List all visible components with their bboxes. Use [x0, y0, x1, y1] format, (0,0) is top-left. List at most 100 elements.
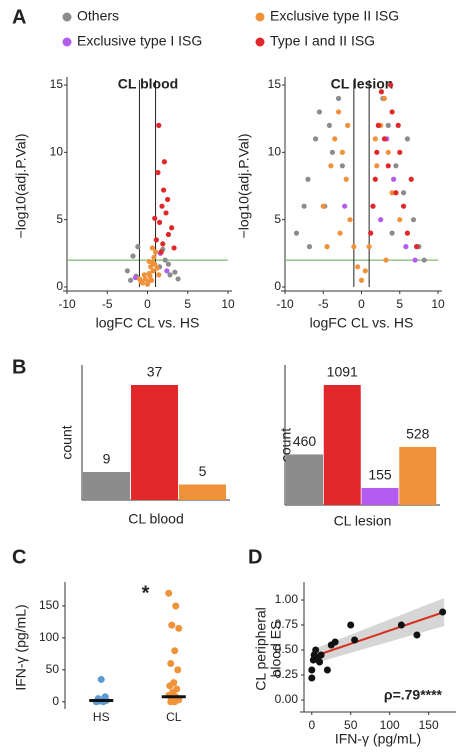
point — [400, 203, 407, 209]
point — [151, 254, 157, 260]
point — [150, 268, 156, 274]
point — [293, 230, 300, 236]
x-tick-label: 150 — [419, 718, 439, 732]
bar-value-label: 460 — [293, 433, 317, 449]
y-tick-label: 10 — [50, 145, 64, 159]
bar — [323, 385, 361, 505]
x-axis-label: logFC CL vs. HS — [310, 315, 414, 331]
point — [172, 269, 178, 275]
point — [317, 651, 325, 659]
y-axis-label: CL peripheral — [253, 607, 269, 691]
point — [171, 245, 177, 251]
x-tick-label: HS — [93, 710, 110, 724]
point — [342, 203, 348, 209]
y-tick-label: 0 — [56, 279, 63, 293]
y-axis-label: IFN-γ (pg/mL) — [13, 604, 29, 690]
bar — [361, 487, 399, 505]
x-tick-label: 0 — [308, 718, 315, 732]
bar — [131, 385, 179, 500]
x-tick-label: CL — [166, 710, 182, 724]
y-tick-label: 10 — [268, 145, 282, 159]
y-axis-label: count — [278, 428, 294, 462]
point — [339, 149, 345, 155]
legend-swatch — [62, 12, 72, 22]
point — [343, 176, 349, 182]
point — [172, 602, 180, 610]
legend-label: Others — [77, 8, 119, 24]
point — [410, 217, 417, 223]
bar — [83, 472, 131, 500]
panel-letter: B — [12, 356, 26, 378]
point — [370, 203, 376, 209]
point — [168, 621, 176, 629]
point — [308, 666, 316, 674]
y-axis-label: −log10(adj.P.Val) — [13, 134, 29, 239]
point — [397, 621, 405, 629]
y-tick-label: 1.00 — [275, 592, 299, 606]
bar — [179, 484, 227, 500]
point — [159, 203, 165, 209]
point — [395, 122, 401, 128]
point — [312, 646, 320, 654]
point — [165, 196, 171, 203]
point — [378, 217, 384, 223]
y-axis-label: blood ES — [268, 621, 284, 678]
point — [439, 608, 447, 616]
point — [158, 249, 164, 255]
point — [374, 149, 380, 155]
x-tick-label: 100 — [380, 718, 400, 732]
point — [337, 230, 343, 236]
bar-value-label: 155 — [368, 467, 392, 483]
point — [165, 261, 172, 267]
y-tick-label: 0 — [274, 279, 281, 293]
legend-label: Exclusive type II ISG — [270, 8, 399, 24]
y-tick-label: 5 — [274, 212, 281, 226]
x-tick-label: -10 — [276, 297, 294, 311]
point — [167, 272, 173, 278]
y-axis-label: count — [59, 425, 75, 459]
x-tick-label: 10 — [221, 297, 235, 311]
point — [404, 136, 410, 142]
point — [351, 244, 357, 250]
bar-value-label: 37 — [147, 364, 163, 380]
point — [381, 95, 388, 102]
y-tick-label: 0.25 — [275, 667, 299, 681]
plot-title: CL blood — [118, 76, 178, 92]
point — [393, 190, 399, 196]
point — [167, 698, 175, 706]
x-tick-label: -10 — [58, 297, 76, 311]
point — [372, 136, 378, 142]
y-tick-label: 0.75 — [275, 617, 299, 631]
point — [397, 149, 403, 155]
x-tick-label: 5 — [184, 297, 191, 311]
bar — [286, 454, 323, 505]
point — [101, 693, 109, 701]
point — [306, 244, 313, 250]
point — [323, 666, 331, 674]
point — [375, 122, 381, 128]
annotation: * — [142, 582, 150, 604]
point — [368, 230, 374, 236]
point — [387, 82, 394, 88]
point — [161, 159, 168, 165]
point — [154, 265, 160, 271]
point — [400, 190, 407, 196]
x-axis-label: CL lesion — [334, 513, 392, 529]
point — [355, 264, 361, 270]
y-tick-label: 150 — [39, 598, 59, 612]
point — [124, 268, 130, 274]
point — [412, 257, 418, 263]
y-tick-label: 100 — [39, 630, 59, 644]
point — [372, 176, 378, 182]
point — [358, 277, 365, 283]
y-tick-label: 0.00 — [275, 692, 299, 706]
point — [347, 217, 353, 223]
x-axis-label: CL blood — [128, 511, 184, 527]
point — [156, 272, 162, 278]
panel-letter: D — [248, 546, 262, 568]
x-axis-label: logFC CL vs. HS — [96, 315, 200, 331]
point — [147, 273, 153, 279]
point — [127, 277, 134, 283]
point — [339, 163, 345, 169]
point — [391, 176, 397, 182]
